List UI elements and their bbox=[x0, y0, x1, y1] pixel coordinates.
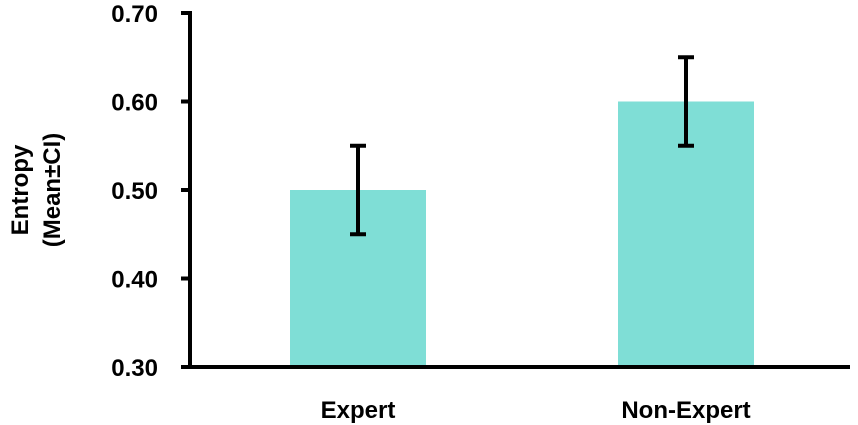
y-axis-title: Entropy (Mean±CI) bbox=[7, 133, 66, 248]
y-axis-title-line-2: (Mean±CI) bbox=[39, 133, 66, 248]
y-axis-title-line-1: Entropy bbox=[7, 144, 34, 235]
x-category-label: Non-Expert bbox=[621, 397, 750, 424]
y-tick-label: 0.70 bbox=[111, 1, 158, 28]
y-tick-label: 0.60 bbox=[111, 90, 158, 117]
y-tick-label: 0.30 bbox=[111, 355, 158, 382]
x-labels-group: Expert Non-Expert bbox=[321, 397, 751, 424]
error-bars-group bbox=[350, 55, 694, 237]
y-tick-label: 0.50 bbox=[111, 178, 158, 205]
x-category-label: Expert bbox=[321, 397, 396, 424]
y-tick-label: 0.40 bbox=[111, 267, 158, 294]
y-ticks-group: 0.30 0.40 0.50 0.60 0.70 bbox=[111, 1, 190, 382]
